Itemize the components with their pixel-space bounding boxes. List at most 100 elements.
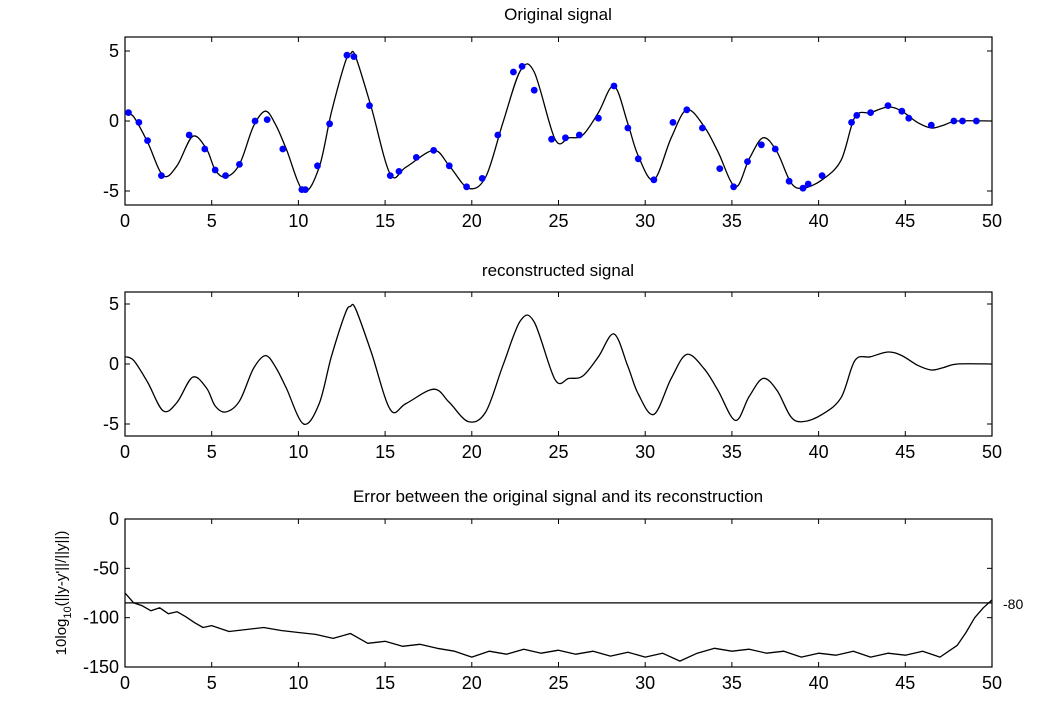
y-tick-label: 0 xyxy=(109,111,119,131)
y-tick-label: -5 xyxy=(103,181,119,201)
sample-point xyxy=(510,68,517,76)
x-tick-label: 0 xyxy=(120,442,130,462)
sample-point xyxy=(757,141,765,149)
sample-point xyxy=(699,124,706,132)
sample-point xyxy=(326,120,334,128)
axes-frame xyxy=(124,518,993,668)
x-tick-label: 25 xyxy=(548,673,568,693)
x-tick-label: 50 xyxy=(982,673,1002,693)
x-tick-label: 30 xyxy=(635,211,655,231)
sample-point xyxy=(927,121,935,129)
sample-point xyxy=(301,186,309,194)
sample-point xyxy=(853,112,861,119)
sample-point xyxy=(905,114,913,122)
sample-point xyxy=(848,119,855,126)
sample-point xyxy=(959,117,966,125)
sample-point xyxy=(366,102,373,109)
plot-title: reconstructed signal xyxy=(482,261,634,280)
x-tick-label: 45 xyxy=(895,442,915,462)
sample-point xyxy=(562,134,569,142)
reconstructed-signal-plot: reconstructed signal 0 5 10 15 20 25 30 35 40 45 5… xyxy=(103,261,1002,462)
x-tick-label: 30 xyxy=(635,673,655,693)
axes-frame xyxy=(124,291,993,437)
y-tick-label: 0 xyxy=(109,354,119,374)
y-axis-label: 10log10(||y-y'||/||y||) xyxy=(53,531,74,656)
series-line xyxy=(124,50,993,193)
x-tick-label: 20 xyxy=(462,442,482,462)
x-tick-label: 45 xyxy=(895,211,915,231)
sample-point xyxy=(669,119,677,126)
sample-point xyxy=(144,137,151,145)
sample-point xyxy=(950,117,958,125)
x-tick-label: 10 xyxy=(288,673,308,693)
x-tick-label: 20 xyxy=(462,211,482,231)
sample-point xyxy=(744,158,751,166)
sample-point xyxy=(314,162,321,170)
x-tick-label: 35 xyxy=(722,442,742,462)
sample-point xyxy=(610,82,618,90)
sample-point xyxy=(548,135,555,143)
sample-point xyxy=(158,172,165,180)
x-tick-label: 35 xyxy=(722,211,742,231)
sample-point xyxy=(135,119,143,126)
sample-point xyxy=(972,117,980,125)
sample-point xyxy=(575,131,583,139)
sample-point xyxy=(804,180,812,188)
sample-point xyxy=(263,116,271,123)
x-tick-label: 15 xyxy=(375,442,395,462)
x-tick-label: 0 xyxy=(120,211,130,231)
sample-point xyxy=(350,53,358,60)
x-tick-label: 40 xyxy=(809,673,829,693)
plot-title: Error between the original signal and it… xyxy=(353,487,763,506)
sample-point xyxy=(430,147,438,154)
x-tick-label: 40 xyxy=(809,211,829,231)
error-plot: Error between the original signal and it… xyxy=(53,487,1023,693)
x-tick-label: 10 xyxy=(288,442,308,462)
x-tick-label: 50 xyxy=(982,442,1002,462)
x-tick-label: 25 xyxy=(548,211,568,231)
y-tick-label: -150 xyxy=(83,657,119,677)
plot-title: Original signal xyxy=(504,5,612,24)
sample-point xyxy=(785,177,793,185)
sample-point xyxy=(236,161,243,168)
sample-point xyxy=(624,124,632,132)
x-tick-label: 45 xyxy=(895,673,915,693)
sample-point xyxy=(412,154,420,161)
sample-point xyxy=(634,155,642,163)
sample-point xyxy=(518,63,526,70)
sample-point xyxy=(211,166,219,174)
sample-point xyxy=(818,172,826,180)
x-tick-label: 0 xyxy=(120,673,130,693)
y-tick-label: 5 xyxy=(109,294,119,314)
sample-point xyxy=(445,162,453,170)
sample-point xyxy=(884,102,892,109)
sample-point xyxy=(799,184,807,192)
sample-point xyxy=(898,107,906,115)
sample-point xyxy=(279,145,287,153)
x-tick-label: 15 xyxy=(375,211,395,231)
sample-point xyxy=(201,145,209,153)
sample-point xyxy=(395,168,403,175)
sample-point xyxy=(730,183,738,191)
series-line xyxy=(124,303,993,425)
sample-point xyxy=(867,109,875,116)
sample-point xyxy=(594,114,602,122)
x-tick-label: 40 xyxy=(809,442,829,462)
x-tick-label: 5 xyxy=(207,673,217,693)
y-tick-label: 5 xyxy=(109,41,119,61)
x-tick-label: 20 xyxy=(462,673,482,693)
y-tick-label: 0 xyxy=(109,509,119,529)
sample-point xyxy=(494,131,502,139)
y-tick-label: -100 xyxy=(83,608,119,628)
x-tick-label: 5 xyxy=(207,442,217,462)
sample-point xyxy=(343,51,351,59)
sample-point xyxy=(683,106,691,114)
x-tick-label: 30 xyxy=(635,442,655,462)
sample-point xyxy=(251,117,259,125)
x-tick-label: 35 xyxy=(722,673,742,693)
series-line xyxy=(124,592,993,662)
sample-point xyxy=(771,145,779,153)
reference-line-label: -80 xyxy=(1003,596,1023,612)
